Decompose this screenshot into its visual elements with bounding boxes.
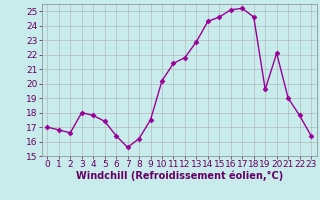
X-axis label: Windchill (Refroidissement éolien,°C): Windchill (Refroidissement éolien,°C) [76, 171, 283, 181]
